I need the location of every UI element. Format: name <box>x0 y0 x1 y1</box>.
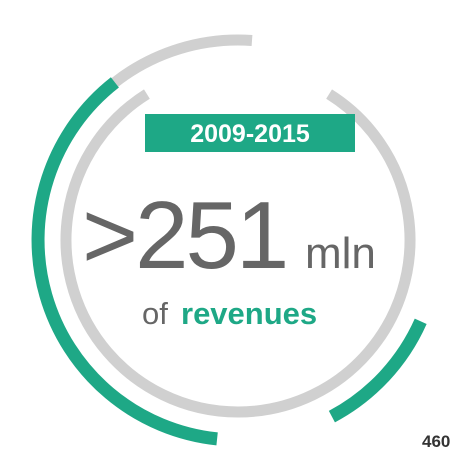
outer-green-arc <box>31 77 218 446</box>
inner-gray-arc <box>60 89 416 418</box>
badge-box <box>145 114 355 152</box>
figure: >251 <box>82 182 286 289</box>
page-number: 460 <box>422 432 450 451</box>
caption-highlight: revenues <box>181 296 317 331</box>
outer-gray-arc <box>111 34 253 87</box>
unit: mln <box>305 229 376 278</box>
badge: 2009-2015 <box>190 120 310 148</box>
caption-prefix: of <box>142 296 168 331</box>
outer-green-arc-right <box>328 318 427 423</box>
rings <box>31 34 427 446</box>
